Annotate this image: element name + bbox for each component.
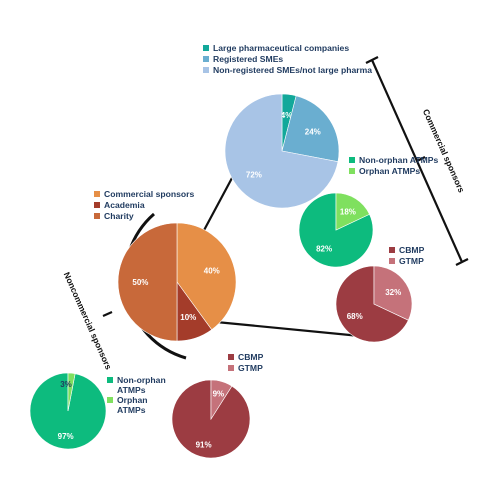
pie-noncommercial-atmp: 97% 3% bbox=[29, 372, 107, 450]
slice-main-0 bbox=[176, 222, 237, 331]
slice-label-noncommercial-atmp-1: 3% bbox=[60, 380, 72, 389]
slice-commercial-atmp-1 bbox=[335, 192, 370, 231]
legend-label-commercial-atmp-1: Orphan ATMPs bbox=[359, 166, 420, 176]
slice-label-commercial-atmp-0: 82% bbox=[316, 245, 332, 254]
pie-commercial-atmp: 82% 18% bbox=[298, 192, 374, 268]
pie-noncommercial-product: 91% 9% bbox=[171, 379, 251, 459]
noncommercial-arc-tick bbox=[102, 310, 113, 318]
legend-label-commercial-sponsor-type-2: Non-registered SMEs/not large pharma bbox=[213, 65, 372, 75]
slice-commercial-product-0 bbox=[335, 265, 409, 343]
legend-label-noncommercial-atmp-0: Non-orphan ATMPs bbox=[117, 375, 166, 395]
slice-label-main-1: 10% bbox=[180, 313, 196, 322]
slice-label-noncommercial-atmp-0: 97% bbox=[58, 432, 74, 441]
legend-label-main-1: Academia bbox=[104, 200, 145, 210]
slice-label-main-2: 50% bbox=[132, 278, 148, 287]
legend-swatch-main-1 bbox=[94, 202, 100, 208]
legend-swatch-commercial-product-0 bbox=[389, 247, 395, 253]
legend-swatch-noncommercial-product-1 bbox=[228, 365, 234, 371]
commercial-bracket bbox=[365, 56, 469, 266]
legend-swatch-noncommercial-atmp-1 bbox=[107, 397, 113, 403]
pie-main: 40% 10% 50% bbox=[117, 222, 237, 342]
legend-swatch-commercial-sponsor-type-0 bbox=[203, 45, 209, 51]
slice-label-commercial-product-0: 68% bbox=[347, 312, 363, 321]
slice-label-commercial-atmp-1: 18% bbox=[340, 207, 356, 216]
legend-label-noncommercial-product-0: CBMP bbox=[238, 352, 264, 362]
pie-commercial-product: 68% 32% bbox=[335, 265, 413, 343]
legend-swatch-commercial-atmp-0 bbox=[349, 157, 355, 163]
legend-swatch-commercial-atmp-1 bbox=[349, 168, 355, 174]
slice-commercial-sponsor-type-1 bbox=[281, 95, 340, 163]
slice-commercial-sponsor-type-2 bbox=[224, 93, 339, 209]
legend-label-commercial-product-1: GTMP bbox=[399, 256, 424, 266]
legend-swatch-main-0 bbox=[94, 191, 100, 197]
slice-main-2 bbox=[117, 222, 178, 342]
legend-label-noncommercial-product-1: GTMP bbox=[238, 363, 263, 373]
legend-swatch-commercial-product-1 bbox=[389, 258, 395, 264]
slice-label-commercial-sponsor-type-2: 72% bbox=[246, 170, 262, 179]
connector-line-bottom bbox=[215, 320, 361, 338]
legend-label-commercial-product-0: CBMP bbox=[399, 245, 425, 255]
slice-label-noncommercial-product-1: 9% bbox=[213, 390, 225, 399]
legend-label-main-2: Charity bbox=[104, 211, 134, 221]
legend-swatch-noncommercial-atmp-0 bbox=[107, 377, 113, 383]
slice-noncommercial-product-1 bbox=[210, 379, 233, 421]
slice-commercial-product-1 bbox=[373, 265, 413, 321]
slice-label-commercial-product-1: 32% bbox=[385, 288, 401, 297]
slice-label-main-0: 40% bbox=[204, 267, 220, 276]
legend-swatch-main-2 bbox=[94, 213, 100, 219]
slice-label-noncommercial-product-0: 91% bbox=[196, 440, 212, 449]
slice-label-commercial-sponsor-type-0: 4% bbox=[281, 111, 293, 120]
legend-label-main-0: Commercial sponsors bbox=[104, 189, 194, 199]
legend-swatch-commercial-sponsor-type-2 bbox=[203, 67, 209, 73]
legend-swatch-noncommercial-product-0 bbox=[228, 354, 234, 360]
slice-noncommercial-atmp-1 bbox=[67, 372, 76, 412]
legend-label-commercial-atmp-0: Non-orphan ATMPs bbox=[359, 155, 438, 165]
legend-label-commercial-sponsor-type-0: Large pharmaceutical companies bbox=[213, 43, 349, 53]
commercial-bracket-label: Commercial sponsors bbox=[421, 108, 467, 195]
legend-label-commercial-sponsor-type-1: Registered SMEs bbox=[213, 54, 283, 64]
legend-label-noncommercial-atmp-1: Orphan ATMPs bbox=[117, 395, 148, 415]
legend-swatch-commercial-sponsor-type-1 bbox=[203, 56, 209, 62]
pies-layer: 40% 10% 50% 4% 24% 72% 82% 18% 68% 32% 97% 3% 91% 9% bbox=[29, 93, 413, 459]
slice-label-commercial-sponsor-type-1: 24% bbox=[305, 127, 321, 136]
pie-commercial-sponsor-type: 4% 24% 72% bbox=[224, 93, 340, 209]
noncommercial-bracket-label: Noncommercial sponsors bbox=[62, 271, 114, 372]
